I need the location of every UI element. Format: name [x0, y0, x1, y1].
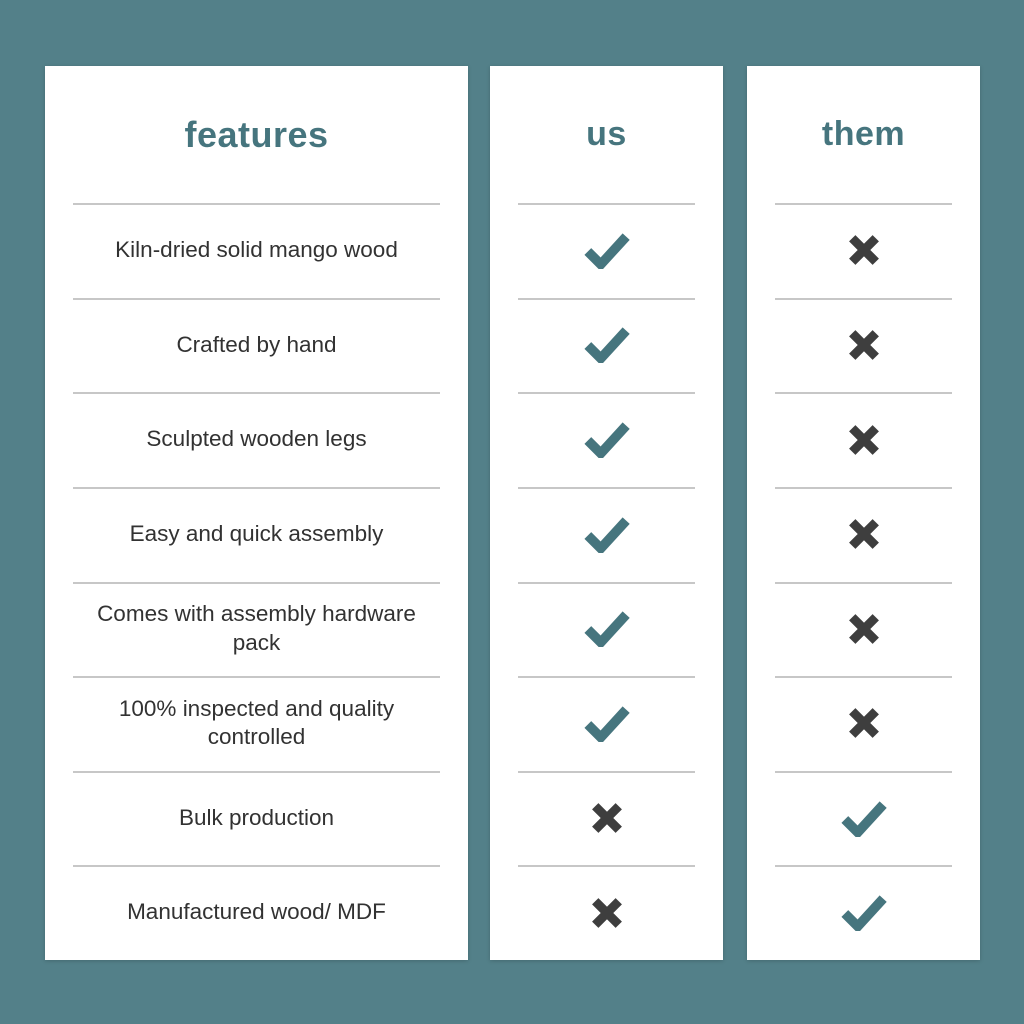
cross-icon [848, 330, 879, 360]
feature-label: Crafted by hand [176, 331, 337, 357]
check-icon [583, 327, 630, 364]
check-icon [840, 895, 887, 932]
them-cell [747, 392, 980, 487]
us-cell [490, 297, 723, 393]
feature-label: Sculpted wooden legs [146, 426, 367, 452]
feature-row: Bulk production [45, 770, 468, 866]
them-column: them [747, 66, 980, 960]
feature-label: Bulk production [178, 804, 335, 830]
us-cell [490, 581, 723, 677]
feature-row: Sculpted wooden legs [45, 392, 468, 487]
us-cell [490, 203, 723, 298]
features-column-title: features [184, 113, 329, 155]
cross-icon [591, 803, 622, 833]
cross-icon [848, 519, 879, 550]
them-cell [747, 297, 980, 393]
them-cell [747, 865, 980, 960]
cross-icon [848, 235, 879, 266]
check-icon [840, 800, 887, 837]
feature-row: Easy and quick assembly [45, 486, 468, 582]
feature-row: Crafted by hand [45, 297, 468, 393]
them-cell [747, 581, 980, 677]
feature-label: 100% inspected and quality controlled [118, 695, 395, 750]
features-column: features Kiln-dried solid mango wood Craf… [45, 66, 468, 960]
column-header-them: them [747, 66, 980, 203]
cross-icon [591, 897, 622, 928]
us-column: us [490, 66, 723, 960]
us-column-title: us [586, 115, 627, 153]
check-icon [583, 517, 630, 553]
us-cell [490, 392, 723, 487]
feature-row: 100% inspected and quality controlled [45, 676, 468, 771]
feature-row: Kiln-dried solid mango wood [45, 203, 468, 298]
them-cell [747, 486, 980, 582]
them-cell [747, 770, 980, 866]
features-rows: Kiln-dried solid mango wood Crafted by ha… [45, 203, 468, 960]
check-icon [583, 611, 630, 648]
them-rows [747, 203, 980, 960]
us-rows [490, 203, 723, 960]
check-icon [583, 233, 630, 269]
us-cell [490, 865, 723, 960]
us-cell [490, 486, 723, 582]
feature-label: Manufactured wood/ MDF [127, 899, 386, 925]
them-cell [747, 676, 980, 771]
us-cell [490, 770, 723, 866]
feature-label: Easy and quick assembly [129, 520, 384, 546]
cross-icon [848, 708, 879, 739]
feature-row: Manufactured wood/ MDF [45, 865, 468, 960]
cross-icon [848, 424, 879, 455]
column-header-features: features [45, 66, 468, 203]
feature-label: Comes with assembly hardware pack [97, 601, 416, 655]
us-cell [490, 676, 723, 771]
cross-icon [848, 613, 879, 644]
them-cell [747, 203, 980, 298]
check-icon [583, 422, 630, 459]
feature-row: Comes with assembly hardware pack [45, 581, 468, 677]
feature-label: Kiln-dried solid mango wood [115, 236, 398, 262]
check-icon [583, 706, 630, 742]
column-header-us: us [490, 66, 723, 203]
them-column-title: them [821, 115, 906, 153]
